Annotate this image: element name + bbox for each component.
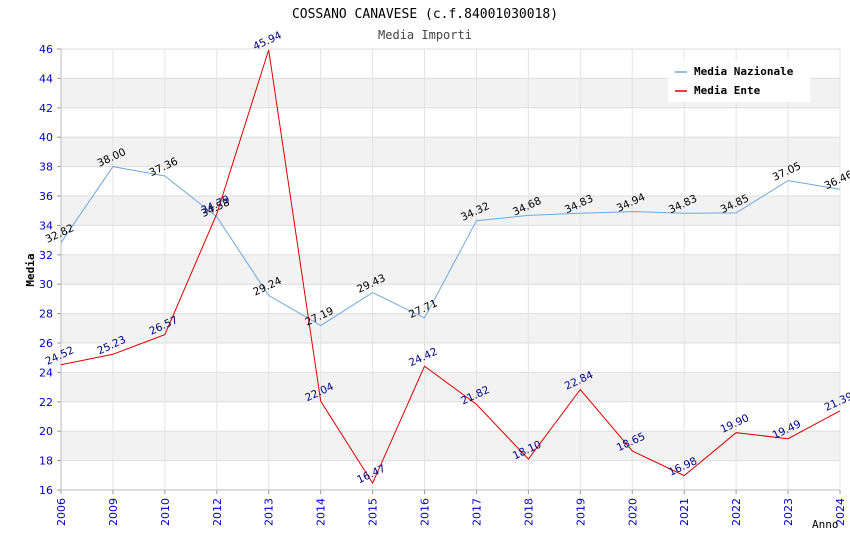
grid-band [61, 137, 840, 167]
x-tick-label: 2019 [574, 498, 587, 526]
y-tick-label: 34 [39, 219, 53, 232]
x-tick-label: 2014 [315, 498, 328, 526]
y-axis-label: Media [24, 253, 37, 286]
x-axis-ticks: 2006 2009 2010 2012 2013 2014 2015 2016 2017 2018… [55, 490, 847, 526]
grid-band [61, 372, 840, 402]
series-lines [60, 49, 841, 485]
x-tick-label: 2020 [626, 498, 639, 526]
series-line-0 [60, 166, 841, 327]
x-tick-label: 2010 [159, 498, 172, 526]
x-tick-label: 2017 [470, 498, 483, 526]
grid-band [61, 431, 840, 461]
y-tick-label: 32 [39, 249, 53, 262]
legend-label-nazionale: Media Nazionale [694, 65, 794, 78]
y-tick-label: 30 [39, 278, 53, 291]
x-tick-label: 2012 [211, 498, 224, 526]
x-tick-label: 2015 [367, 498, 380, 526]
x-tick-label: 2009 [107, 498, 120, 526]
y-tick-label: 20 [39, 425, 53, 438]
x-tick-label: 2006 [55, 498, 68, 526]
x-tick-label: 2016 [419, 498, 432, 526]
y-tick-label: 40 [39, 131, 53, 144]
legend-label-ente: Media Ente [694, 84, 761, 97]
x-tick-label: 2021 [678, 498, 691, 526]
y-tick-label: 36 [39, 190, 53, 203]
x-tick-label: 2013 [263, 498, 276, 526]
y-tick-label: 22 [39, 396, 53, 409]
legend-box [668, 60, 810, 102]
x-axis-label: Anno [812, 518, 839, 531]
y-tick-label: 42 [39, 102, 53, 115]
y-tick-label: 46 [39, 43, 53, 56]
y-tick-label: 26 [39, 337, 53, 350]
x-tick-label: 2018 [522, 498, 535, 526]
y-tick-label: 38 [39, 161, 53, 174]
x-tick-label: 2023 [782, 498, 795, 526]
grid-band [61, 313, 840, 343]
axes [60, 49, 840, 491]
y-tick-label: 24 [39, 366, 53, 379]
x-tick-label: 2024 [834, 498, 847, 526]
legend: Media Nazionale Media Ente [668, 60, 810, 102]
x-tick-label: 2022 [730, 498, 743, 526]
chart-title: COSSANO CANAVESE (c.f.84001030018) [292, 7, 558, 22]
y-tick-label: 18 [39, 455, 53, 468]
y-tick-label: 28 [39, 308, 53, 321]
y-tick-label: 16 [39, 484, 53, 497]
y-axis-ticks: 16 18 20 22 24 26 28 30 32 34 36 38 40 42 44 46 [39, 43, 61, 497]
grid-band [61, 196, 840, 226]
y-tick-label: 44 [39, 72, 53, 85]
series-line-1 [60, 49, 841, 485]
chart-subtitle: Media Importi [378, 28, 472, 42]
